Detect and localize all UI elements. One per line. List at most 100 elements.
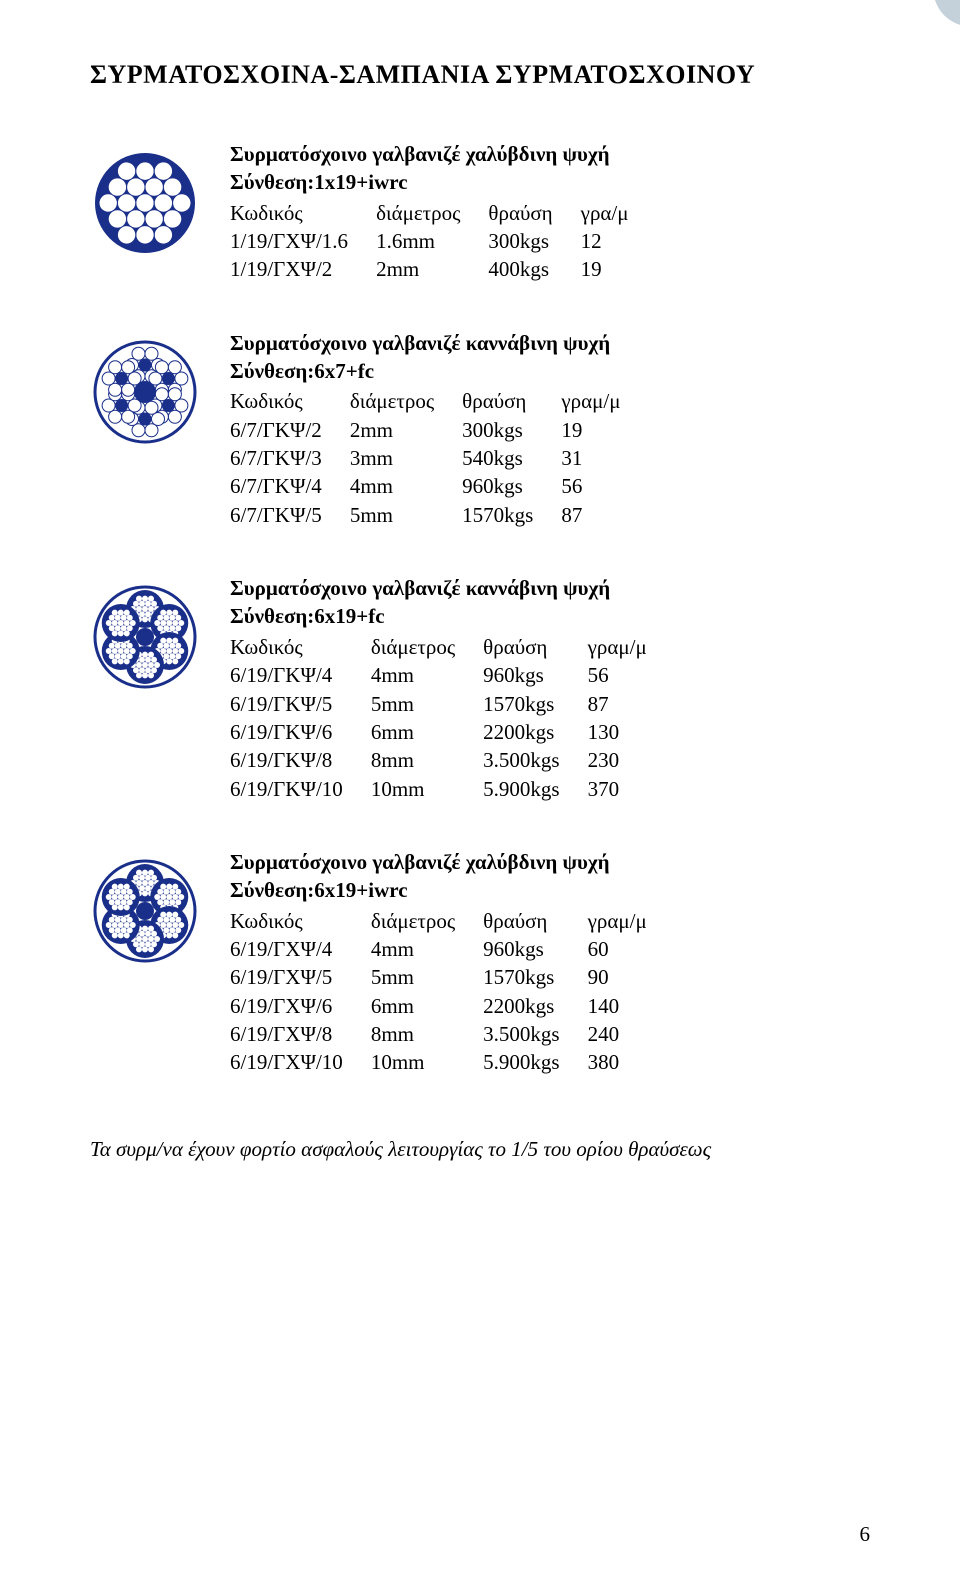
table-row: 6/19/ΓΚΨ/44mm960kgs56 bbox=[230, 661, 647, 689]
rope-cross-section-icon bbox=[90, 329, 205, 452]
cell: 1/19/ΓΧΨ/1.6 bbox=[230, 227, 376, 255]
cell: 56 bbox=[588, 661, 647, 689]
column-header: θραύση bbox=[488, 199, 580, 227]
table-row: 1/19/ΓΧΨ/22mm400kgs19 bbox=[230, 255, 629, 283]
cell: 5mm bbox=[350, 501, 462, 529]
cell: 370 bbox=[588, 775, 647, 803]
column-header: διάμετρος bbox=[371, 633, 483, 661]
section-1: Συρματόσχοινο γαλβανιζέ καννάβινη ψυχήΣύ… bbox=[90, 329, 870, 529]
cell: 6/19/ΓΧΨ/8 bbox=[230, 1020, 371, 1048]
cell: 90 bbox=[588, 963, 647, 991]
column-header: γρα/μ bbox=[581, 199, 629, 227]
page-title: ΣΥΡΜΑΤΟΣΧΟΙΝΑ-ΣΑΜΠΑΝΙΑ ΣΥΡΜΑΤΟΣΧΟΙΝΟΥ bbox=[90, 60, 870, 90]
cell: 10mm bbox=[371, 775, 483, 803]
page-number: 6 bbox=[860, 1522, 871, 1547]
cell: 1570kgs bbox=[483, 690, 587, 718]
table-row: 6/19/ΓΚΨ/88mm3.500kgs230 bbox=[230, 746, 647, 774]
cell: 4mm bbox=[350, 472, 462, 500]
section-title: Συρματόσχοινο γαλβανιζέ καννάβινη ψυχή bbox=[230, 574, 870, 602]
table-row: 6/19/ΓΧΨ/1010mm5.900kgs380 bbox=[230, 1048, 647, 1076]
table-row: 6/19/ΓΚΨ/66mm2200kgs130 bbox=[230, 718, 647, 746]
cell: 5mm bbox=[371, 690, 483, 718]
cell: 1570kgs bbox=[483, 963, 587, 991]
cell: 960kgs bbox=[483, 661, 587, 689]
cell: 230 bbox=[588, 746, 647, 774]
cell: 3mm bbox=[350, 444, 462, 472]
spec-table: Κωδικόςδιάμετροςθραύσηγραμ/μ6/19/ΓΧΨ/44m… bbox=[230, 907, 647, 1077]
cell: 2mm bbox=[376, 255, 488, 283]
cell: 19 bbox=[581, 255, 629, 283]
table-row: 6/19/ΓΚΨ/1010mm5.900kgs370 bbox=[230, 775, 647, 803]
cell: 6/7/ΓΚΨ/5 bbox=[230, 501, 350, 529]
table-row: 1/19/ΓΧΨ/1.61.6mm300kgs12 bbox=[230, 227, 629, 255]
table-row: 6/7/ΓΚΨ/22mm300kgs19 bbox=[230, 416, 620, 444]
table-row: 6/19/ΓΧΨ/44mm960kgs60 bbox=[230, 935, 647, 963]
cell: 4mm bbox=[371, 661, 483, 689]
cell: 87 bbox=[561, 501, 620, 529]
cell: 240 bbox=[588, 1020, 647, 1048]
cell: 130 bbox=[588, 718, 647, 746]
cell: 5.900kgs bbox=[483, 1048, 587, 1076]
cell: 60 bbox=[588, 935, 647, 963]
cell: 6/19/ΓΧΨ/10 bbox=[230, 1048, 371, 1076]
cell: 2mm bbox=[350, 416, 462, 444]
spec-table: Κωδικόςδιάμετροςθραύσηγραμ/μ6/7/ΓΚΨ/22mm… bbox=[230, 387, 620, 529]
column-header: γραμ/μ bbox=[588, 633, 647, 661]
cell: 300kgs bbox=[462, 416, 561, 444]
cell: 8mm bbox=[371, 746, 483, 774]
cell: 6/7/ΓΚΨ/3 bbox=[230, 444, 350, 472]
cell: 6mm bbox=[371, 992, 483, 1020]
cell: 6/7/ΓΚΨ/2 bbox=[230, 416, 350, 444]
cell: 87 bbox=[588, 690, 647, 718]
cell: 400kgs bbox=[488, 255, 580, 283]
cell: 1.6mm bbox=[376, 227, 488, 255]
cell: 6/19/ΓΚΨ/4 bbox=[230, 661, 371, 689]
cell: 6/7/ΓΚΨ/4 bbox=[230, 472, 350, 500]
column-header: γραμ/μ bbox=[561, 387, 620, 415]
cell: 12 bbox=[581, 227, 629, 255]
column-header: διάμετρος bbox=[376, 199, 488, 227]
cell: 6/19/ΓΚΨ/8 bbox=[230, 746, 371, 774]
section-title: Συρματόσχοινο γαλβανιζέ χαλύβδινη ψυχή bbox=[230, 140, 870, 168]
table-row: 6/7/ΓΚΨ/33mm540kgs31 bbox=[230, 444, 620, 472]
cell: 300kgs bbox=[488, 227, 580, 255]
column-header: Κωδικός bbox=[230, 199, 376, 227]
cell: 540kgs bbox=[462, 444, 561, 472]
svg-text:www.dakoutros.gr: www.dakoutros.gr bbox=[56, 0, 960, 36]
table-header-row: Κωδικόςδιάμετροςθραύσηγραμ/μ bbox=[230, 633, 647, 661]
cell: 1570kgs bbox=[462, 501, 561, 529]
spec-table: Κωδικόςδιάμετροςθραύσηγρα/μ1/19/ΓΧΨ/1.61… bbox=[230, 199, 629, 284]
cell: 6/19/ΓΧΨ/5 bbox=[230, 963, 371, 991]
column-header: διάμετρος bbox=[371, 907, 483, 935]
rope-cross-section-icon bbox=[90, 848, 205, 971]
cell: 5mm bbox=[371, 963, 483, 991]
column-header: θραύση bbox=[483, 907, 587, 935]
section-subtitle: Σύνθεση:6x19+fc bbox=[230, 602, 870, 630]
spec-table: Κωδικόςδιάμετροςθραύσηγραμ/μ6/19/ΓΚΨ/44m… bbox=[230, 633, 647, 803]
section-subtitle: Σύνθεση:6x7+fc bbox=[230, 357, 870, 385]
table-header-row: Κωδικόςδιάμετροςθραύσηγραμ/μ bbox=[230, 907, 647, 935]
section-0: Συρματόσχοινο γαλβανιζέ χαλύβδινη ψυχήΣύ… bbox=[90, 140, 870, 284]
cell: 3.500kgs bbox=[483, 746, 587, 774]
table-row: 6/19/ΓΧΨ/66mm2200kgs140 bbox=[230, 992, 647, 1020]
cell: 4mm bbox=[371, 935, 483, 963]
column-header: θραύση bbox=[462, 387, 561, 415]
cell: 5.900kgs bbox=[483, 775, 587, 803]
cell: 3.500kgs bbox=[483, 1020, 587, 1048]
cell: 19 bbox=[561, 416, 620, 444]
cell: 6/19/ΓΚΨ/5 bbox=[230, 690, 371, 718]
column-header: γραμ/μ bbox=[588, 907, 647, 935]
table-header-row: Κωδικόςδιάμετροςθραύσηγραμ/μ bbox=[230, 387, 620, 415]
section-subtitle: Σύνθεση:6x19+iwrc bbox=[230, 876, 870, 904]
section-3: Συρματόσχοινο γαλβανιζέ χαλύβδινη ψυχήΣύ… bbox=[90, 848, 870, 1077]
column-header: διάμετρος bbox=[350, 387, 462, 415]
cell: 380 bbox=[588, 1048, 647, 1076]
section-subtitle: Σύνθεση:1x19+iwrc bbox=[230, 168, 870, 196]
footer-note: Τα συρμ/να έχουν φορτίο ασφαλούς λειτουρ… bbox=[90, 1137, 870, 1162]
section-title: Συρματόσχοινο γαλβανιζέ χαλύβδινη ψυχή bbox=[230, 848, 870, 876]
cell: 1/19/ΓΧΨ/2 bbox=[230, 255, 376, 283]
table-row: 6/19/ΓΧΨ/88mm3.500kgs240 bbox=[230, 1020, 647, 1048]
cell: 10mm bbox=[371, 1048, 483, 1076]
cell: 2200kgs bbox=[483, 992, 587, 1020]
cell: 6/19/ΓΧΨ/4 bbox=[230, 935, 371, 963]
